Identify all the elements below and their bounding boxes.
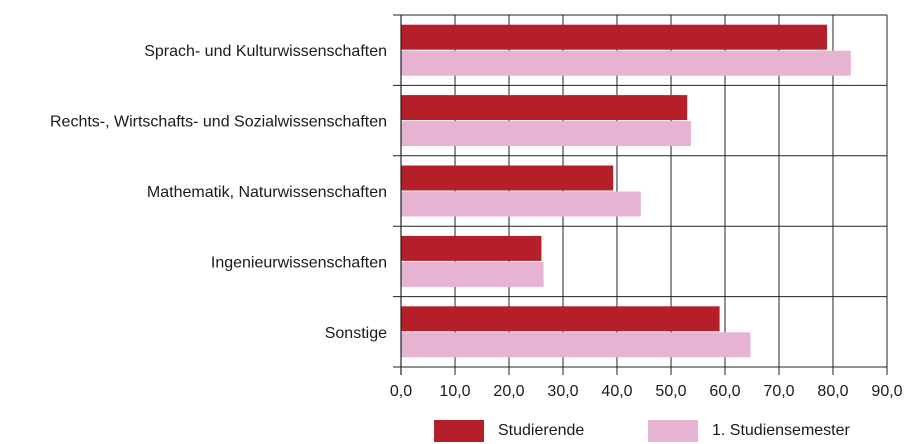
x-tick-labels: 0,0 10,0 20,0 30,0 40,0 50,0 60,0 70,0 80,0 90,0 xyxy=(390,383,903,400)
x-tick-label-5: 50,0 xyxy=(655,383,686,400)
category-label-0: Sprach- und Kulturwissenschaften xyxy=(144,43,387,60)
x-tick-label-4: 40,0 xyxy=(601,383,632,400)
legend: Studierende 1. Studiensemester xyxy=(0,420,906,444)
bar-1-studiensemester-0 xyxy=(401,50,851,76)
x-tick-label-3: 30,0 xyxy=(547,383,578,400)
x-tick-label-7: 70,0 xyxy=(763,383,794,400)
legend-swatch-1-studiensemester xyxy=(648,420,698,442)
legend-item-1-studiensemester: 1. Studiensemester xyxy=(648,420,850,442)
category-label-4: Sonstige xyxy=(325,325,387,342)
x-tick-label-6: 60,0 xyxy=(709,383,740,400)
legend-label-studierende: Studierende xyxy=(498,422,585,439)
x-tick-label-2: 20,0 xyxy=(493,383,524,400)
category-labels: Sprach- und Kulturwissenschaften Rechts-,… xyxy=(50,43,387,342)
bar-chart: Sprach- und Kulturwissenschaften Rechts-,… xyxy=(50,14,903,400)
legend-swatch-studierende xyxy=(434,420,484,442)
legend-item-studierende: Studierende xyxy=(434,420,584,442)
bar-1-studiensemester-2 xyxy=(401,191,641,217)
bar-1-studiensemester-3 xyxy=(401,261,544,287)
bar-studierende-2 xyxy=(401,165,614,191)
x-tick-label-0: 0,0 xyxy=(390,383,412,400)
bar-studierende-4 xyxy=(401,306,720,332)
bars xyxy=(401,24,851,358)
bar-studierende-3 xyxy=(401,235,542,261)
x-tick-label-1: 10,0 xyxy=(439,383,470,400)
bar-1-studiensemester-1 xyxy=(401,121,691,147)
bar-studierende-1 xyxy=(401,95,688,121)
category-label-3: Ingenieurwissenschaften xyxy=(211,254,387,271)
category-label-2: Mathematik, Naturwissenschaften xyxy=(147,184,387,201)
bar-studierende-0 xyxy=(401,24,828,50)
category-label-1: Rechts-, Wirtschafts- und Sozialwissensc… xyxy=(50,114,387,131)
x-tick-label-8: 80,0 xyxy=(817,383,848,400)
x-tick-label-9: 90,0 xyxy=(871,383,902,400)
bar-1-studiensemester-4 xyxy=(401,332,751,358)
legend-label-1-studiensemester: 1. Studiensemester xyxy=(712,422,850,439)
